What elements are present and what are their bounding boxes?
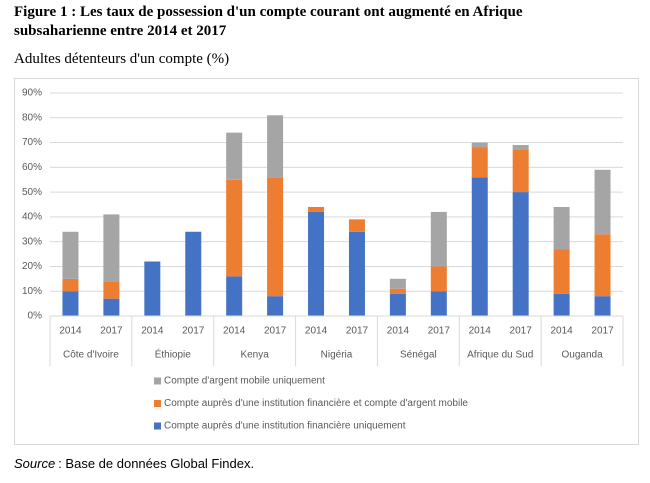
- bar-segment: [430, 211, 447, 267]
- bar-segment: [553, 249, 570, 294]
- x-tick-label: 2014: [469, 326, 492, 337]
- group-label: Kenya: [240, 350, 269, 361]
- y-tick-label: 50%: [22, 187, 42, 198]
- chart-subtitle: Adultes détenteurs d'un compte (%): [14, 51, 230, 67]
- bar-segment: [512, 145, 529, 150]
- legend-label: Compte auprès d'une institution financiè…: [164, 421, 406, 432]
- bar-segment: [553, 206, 570, 250]
- source-label: Source: [14, 456, 56, 471]
- bar-segment: [348, 231, 365, 316]
- y-tick-label: 70%: [22, 137, 42, 148]
- bar-segment: [594, 296, 611, 316]
- group-label: Nigéria: [321, 350, 353, 361]
- bar-segment: [226, 179, 243, 277]
- legend-swatch: [154, 377, 161, 385]
- legend-label: Compte auprès d'une institution financiè…: [164, 398, 468, 409]
- bar-segment: [430, 291, 447, 316]
- x-tick-label: 2017: [428, 326, 451, 337]
- y-tick-label: 60%: [22, 162, 42, 173]
- bar-segment: [267, 296, 284, 316]
- bar-segment: [389, 293, 406, 316]
- bar-segment: [144, 261, 161, 316]
- bar-segment: [512, 149, 529, 193]
- y-tick-label: 40%: [22, 212, 42, 223]
- chart: 0% 10% 20% 30% 40% 50% 60% 70% 80% 90% 2014 2017 201…: [14, 78, 639, 445]
- source-text: : Base de données Global Findex.: [58, 456, 255, 471]
- bar-segment: [103, 214, 120, 282]
- bar-segment: [594, 169, 611, 235]
- bar-segment: [62, 278, 79, 292]
- group-label: Sénégal: [400, 350, 437, 361]
- bar-segment: [594, 234, 611, 297]
- x-tick-label: 2014: [59, 326, 82, 337]
- legend-label: Compte d'argent mobile uniquement: [164, 376, 325, 387]
- group-label: Afrique du Sud: [467, 350, 533, 361]
- bar-segment: [553, 293, 570, 316]
- bar-segment: [471, 142, 488, 148]
- bar-segment: [226, 276, 243, 316]
- y-tick-label: 30%: [22, 236, 42, 247]
- x-tick-label: 2014: [387, 326, 410, 337]
- x-tick-label: 2017: [346, 326, 369, 337]
- x-tick-label: 2017: [264, 326, 287, 337]
- y-tick-label: 0%: [28, 311, 43, 322]
- bar-segment: [430, 266, 447, 292]
- group-label: Ouganda: [561, 350, 603, 361]
- x-tick-label: 2017: [510, 326, 533, 337]
- bar-segment: [267, 115, 284, 178]
- group-label: Côte d'Ivoire: [63, 350, 119, 361]
- bar-segment: [185, 231, 202, 316]
- source: Source: Base de données Global Findex.: [14, 456, 254, 471]
- figure-title: Figure 1 : Les taux de possession d'un c…: [14, 4, 523, 39]
- bar-segment: [308, 206, 325, 212]
- x-tick-label: 2014: [141, 326, 164, 337]
- legend-swatch: [154, 400, 161, 407]
- bar-segment: [512, 192, 529, 316]
- x-tick-label: 2014: [550, 326, 573, 337]
- x-tick-label: 2017: [591, 326, 614, 337]
- x-tick-label: 2017: [182, 326, 205, 337]
- bar-segment: [267, 177, 284, 297]
- legend-swatch: [154, 422, 161, 430]
- x-tick-label: 2014: [223, 326, 246, 337]
- y-tick-label: 80%: [22, 112, 42, 123]
- y-tick-label: 10%: [22, 286, 42, 297]
- bar-segment: [226, 132, 243, 180]
- bar-segment: [389, 278, 406, 289]
- bar-segment: [62, 291, 79, 316]
- bar-segment: [62, 231, 79, 279]
- x-tick-label: 2017: [100, 326, 123, 337]
- x-tick-label: 2014: [305, 326, 328, 337]
- y-tick-label: 90%: [22, 88, 42, 99]
- bar-segment: [348, 219, 365, 232]
- bar-segment: [103, 281, 120, 299]
- y-tick-label: 20%: [22, 261, 42, 272]
- bar-segment: [471, 177, 488, 316]
- group-label: Éthiopie: [155, 348, 192, 361]
- bar-segment: [471, 147, 488, 178]
- bar-segment: [103, 298, 120, 316]
- bar-segment: [389, 288, 406, 294]
- bar-segment: [308, 211, 325, 316]
